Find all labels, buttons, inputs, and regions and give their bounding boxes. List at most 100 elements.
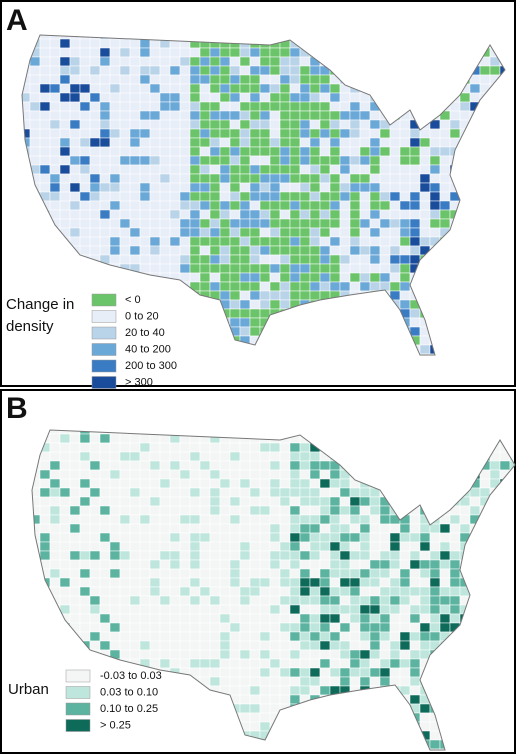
county <box>239 137 251 148</box>
county <box>129 173 141 184</box>
county <box>129 442 141 453</box>
county <box>109 604 121 615</box>
county <box>339 200 351 211</box>
county <box>419 335 431 346</box>
county <box>359 496 371 507</box>
county <box>269 173 281 184</box>
county <box>279 640 291 651</box>
county <box>359 514 371 525</box>
county <box>339 110 351 121</box>
county <box>69 460 81 471</box>
county <box>69 577 81 588</box>
county <box>219 290 231 301</box>
county <box>109 182 121 193</box>
county <box>269 649 281 660</box>
county <box>289 47 301 58</box>
county <box>99 101 111 112</box>
county <box>39 164 51 175</box>
county <box>199 218 211 229</box>
county <box>389 568 401 579</box>
county <box>89 505 101 516</box>
county <box>429 532 441 543</box>
county <box>179 622 191 633</box>
county <box>159 128 171 139</box>
county <box>289 83 301 94</box>
county <box>309 550 321 561</box>
county <box>389 155 401 166</box>
county <box>179 200 191 211</box>
county <box>129 164 141 175</box>
county <box>39 155 51 166</box>
county <box>149 263 161 274</box>
county <box>119 83 131 94</box>
county <box>159 541 171 552</box>
county <box>189 442 201 453</box>
county <box>269 577 281 588</box>
county <box>399 667 411 678</box>
county <box>49 182 61 193</box>
county <box>159 200 171 211</box>
county <box>249 227 261 238</box>
county <box>349 263 361 274</box>
county <box>319 478 331 489</box>
county <box>39 523 51 534</box>
county <box>229 442 241 453</box>
county <box>239 164 251 175</box>
county <box>309 595 321 606</box>
county <box>29 110 41 121</box>
county <box>279 622 291 633</box>
county <box>299 227 311 238</box>
county <box>209 613 221 624</box>
county <box>109 47 121 58</box>
county <box>449 110 461 121</box>
county <box>79 487 91 498</box>
county <box>319 613 331 624</box>
county <box>429 622 441 633</box>
county <box>29 119 41 130</box>
county <box>159 442 171 453</box>
county <box>179 451 191 462</box>
county <box>279 658 291 669</box>
county <box>309 577 321 588</box>
county <box>309 613 321 624</box>
county <box>409 694 421 705</box>
county <box>149 640 161 651</box>
county <box>239 703 251 714</box>
county <box>299 595 311 606</box>
county <box>169 236 181 247</box>
county <box>369 245 381 256</box>
county <box>249 281 261 292</box>
county <box>359 541 371 552</box>
county <box>99 568 111 579</box>
county <box>359 649 371 660</box>
county <box>339 182 351 193</box>
county <box>399 155 411 166</box>
county <box>49 523 61 534</box>
county <box>189 541 201 552</box>
county <box>329 254 341 265</box>
county <box>349 658 361 669</box>
county <box>189 631 201 642</box>
county <box>329 227 341 238</box>
county <box>279 541 291 552</box>
county <box>369 541 381 552</box>
county <box>39 146 51 157</box>
county <box>259 478 271 489</box>
county <box>299 577 311 588</box>
county <box>139 38 151 49</box>
county <box>399 227 411 238</box>
county <box>289 541 301 552</box>
county <box>249 568 261 579</box>
county <box>139 613 151 624</box>
county <box>219 128 231 139</box>
county <box>329 191 341 202</box>
county <box>89 586 101 597</box>
county <box>359 137 371 148</box>
county <box>309 173 321 184</box>
county <box>119 236 131 247</box>
county <box>219 164 231 175</box>
county <box>319 146 331 157</box>
county <box>319 101 331 112</box>
county <box>329 83 341 94</box>
county <box>109 568 121 579</box>
